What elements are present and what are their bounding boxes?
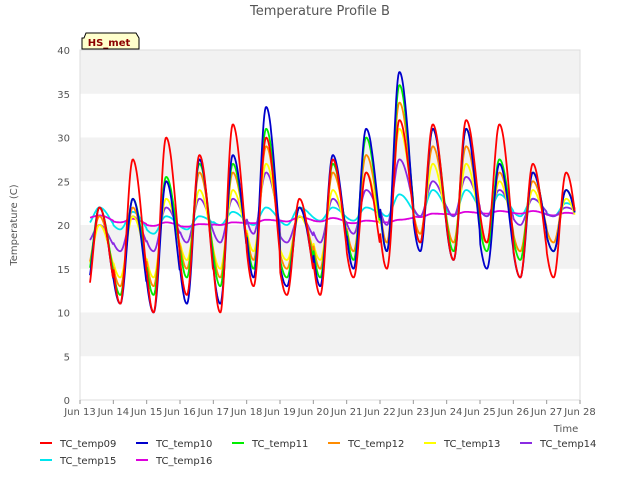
x-tick-label: Jun 17 (197, 407, 230, 418)
y-tick-label: 5 (64, 352, 70, 363)
y-tick-label: 30 (57, 134, 70, 145)
x-tick-label: Jun 18 (230, 407, 263, 418)
x-tick-label: Jun 21 (330, 407, 363, 418)
y-tick-label: 25 (57, 177, 70, 188)
grid-band (80, 93, 580, 138)
x-tick-label: Jun 23 (397, 407, 430, 418)
grid-band (80, 50, 580, 94)
x-tick-label: Jun 25 (463, 407, 496, 418)
x-tick-label: Jun 22 (363, 407, 396, 418)
legend-label: TC_temp10 (155, 439, 212, 450)
legend-label: TC_temp11 (251, 439, 308, 450)
grid-band (80, 356, 580, 400)
x-tick-label: Jun 16 (163, 407, 196, 418)
grid-band (80, 268, 580, 313)
legend: TC_temp09 TC_temp10 TC_temp11 TC_temp12 TC_t… (40, 439, 596, 467)
legend-label: TC_temp12 (347, 439, 404, 450)
y-tick-label: 20 (57, 221, 70, 232)
x-tick-label: Jun 27 (530, 407, 563, 418)
legend-label: TC_temp09 (59, 439, 116, 450)
site-badge-box (81, 32, 140, 50)
grid-band (80, 225, 580, 269)
grid-band (80, 312, 580, 357)
y-tick-label: 15 (57, 265, 70, 276)
x-axis-label: Time (553, 424, 578, 435)
x-tick-label: Jun 28 (563, 407, 596, 418)
series-line-TC_temp09 (89, 119, 576, 314)
series-line-TC_temp10 (89, 71, 576, 314)
legend-label: TC_temp16 (155, 456, 212, 467)
legend-label: TC_temp14 (539, 439, 596, 450)
x-tick-label: Jun 15 (130, 407, 163, 418)
y-tick-label: 10 (57, 309, 70, 320)
x-axis: Jun 13 Jun 14 Jun 15 Jun 16 Jun 17 Jun 18 Jun … (63, 400, 596, 418)
plot-frame (79, 49, 581, 401)
chart-title: Temperature Profile B (249, 4, 390, 19)
site-badge-label: HS_met (88, 38, 131, 49)
x-tick-label: Jun 20 (297, 407, 330, 418)
y-axis-label: Temperature (C) (9, 184, 20, 266)
series-group (89, 71, 576, 314)
y-tick-label: 0 (64, 396, 70, 407)
x-tick-label: Jun 13 (63, 407, 96, 418)
x-tick-label: Jun 24 (430, 407, 463, 418)
y-tick-label: 35 (57, 90, 70, 101)
x-tick-label: Jun 14 (97, 407, 130, 418)
x-tick-label: Jun 26 (497, 407, 530, 418)
legend-label: TC_temp15 (59, 456, 116, 467)
y-axis: 0 5 10 15 20 25 30 35 40 (57, 46, 70, 407)
x-tick-label: Jun 19 (263, 407, 296, 418)
legend-label: TC_temp13 (443, 439, 500, 450)
y-tick-label: 40 (57, 46, 70, 57)
site-badge: HS_met (81, 32, 140, 50)
